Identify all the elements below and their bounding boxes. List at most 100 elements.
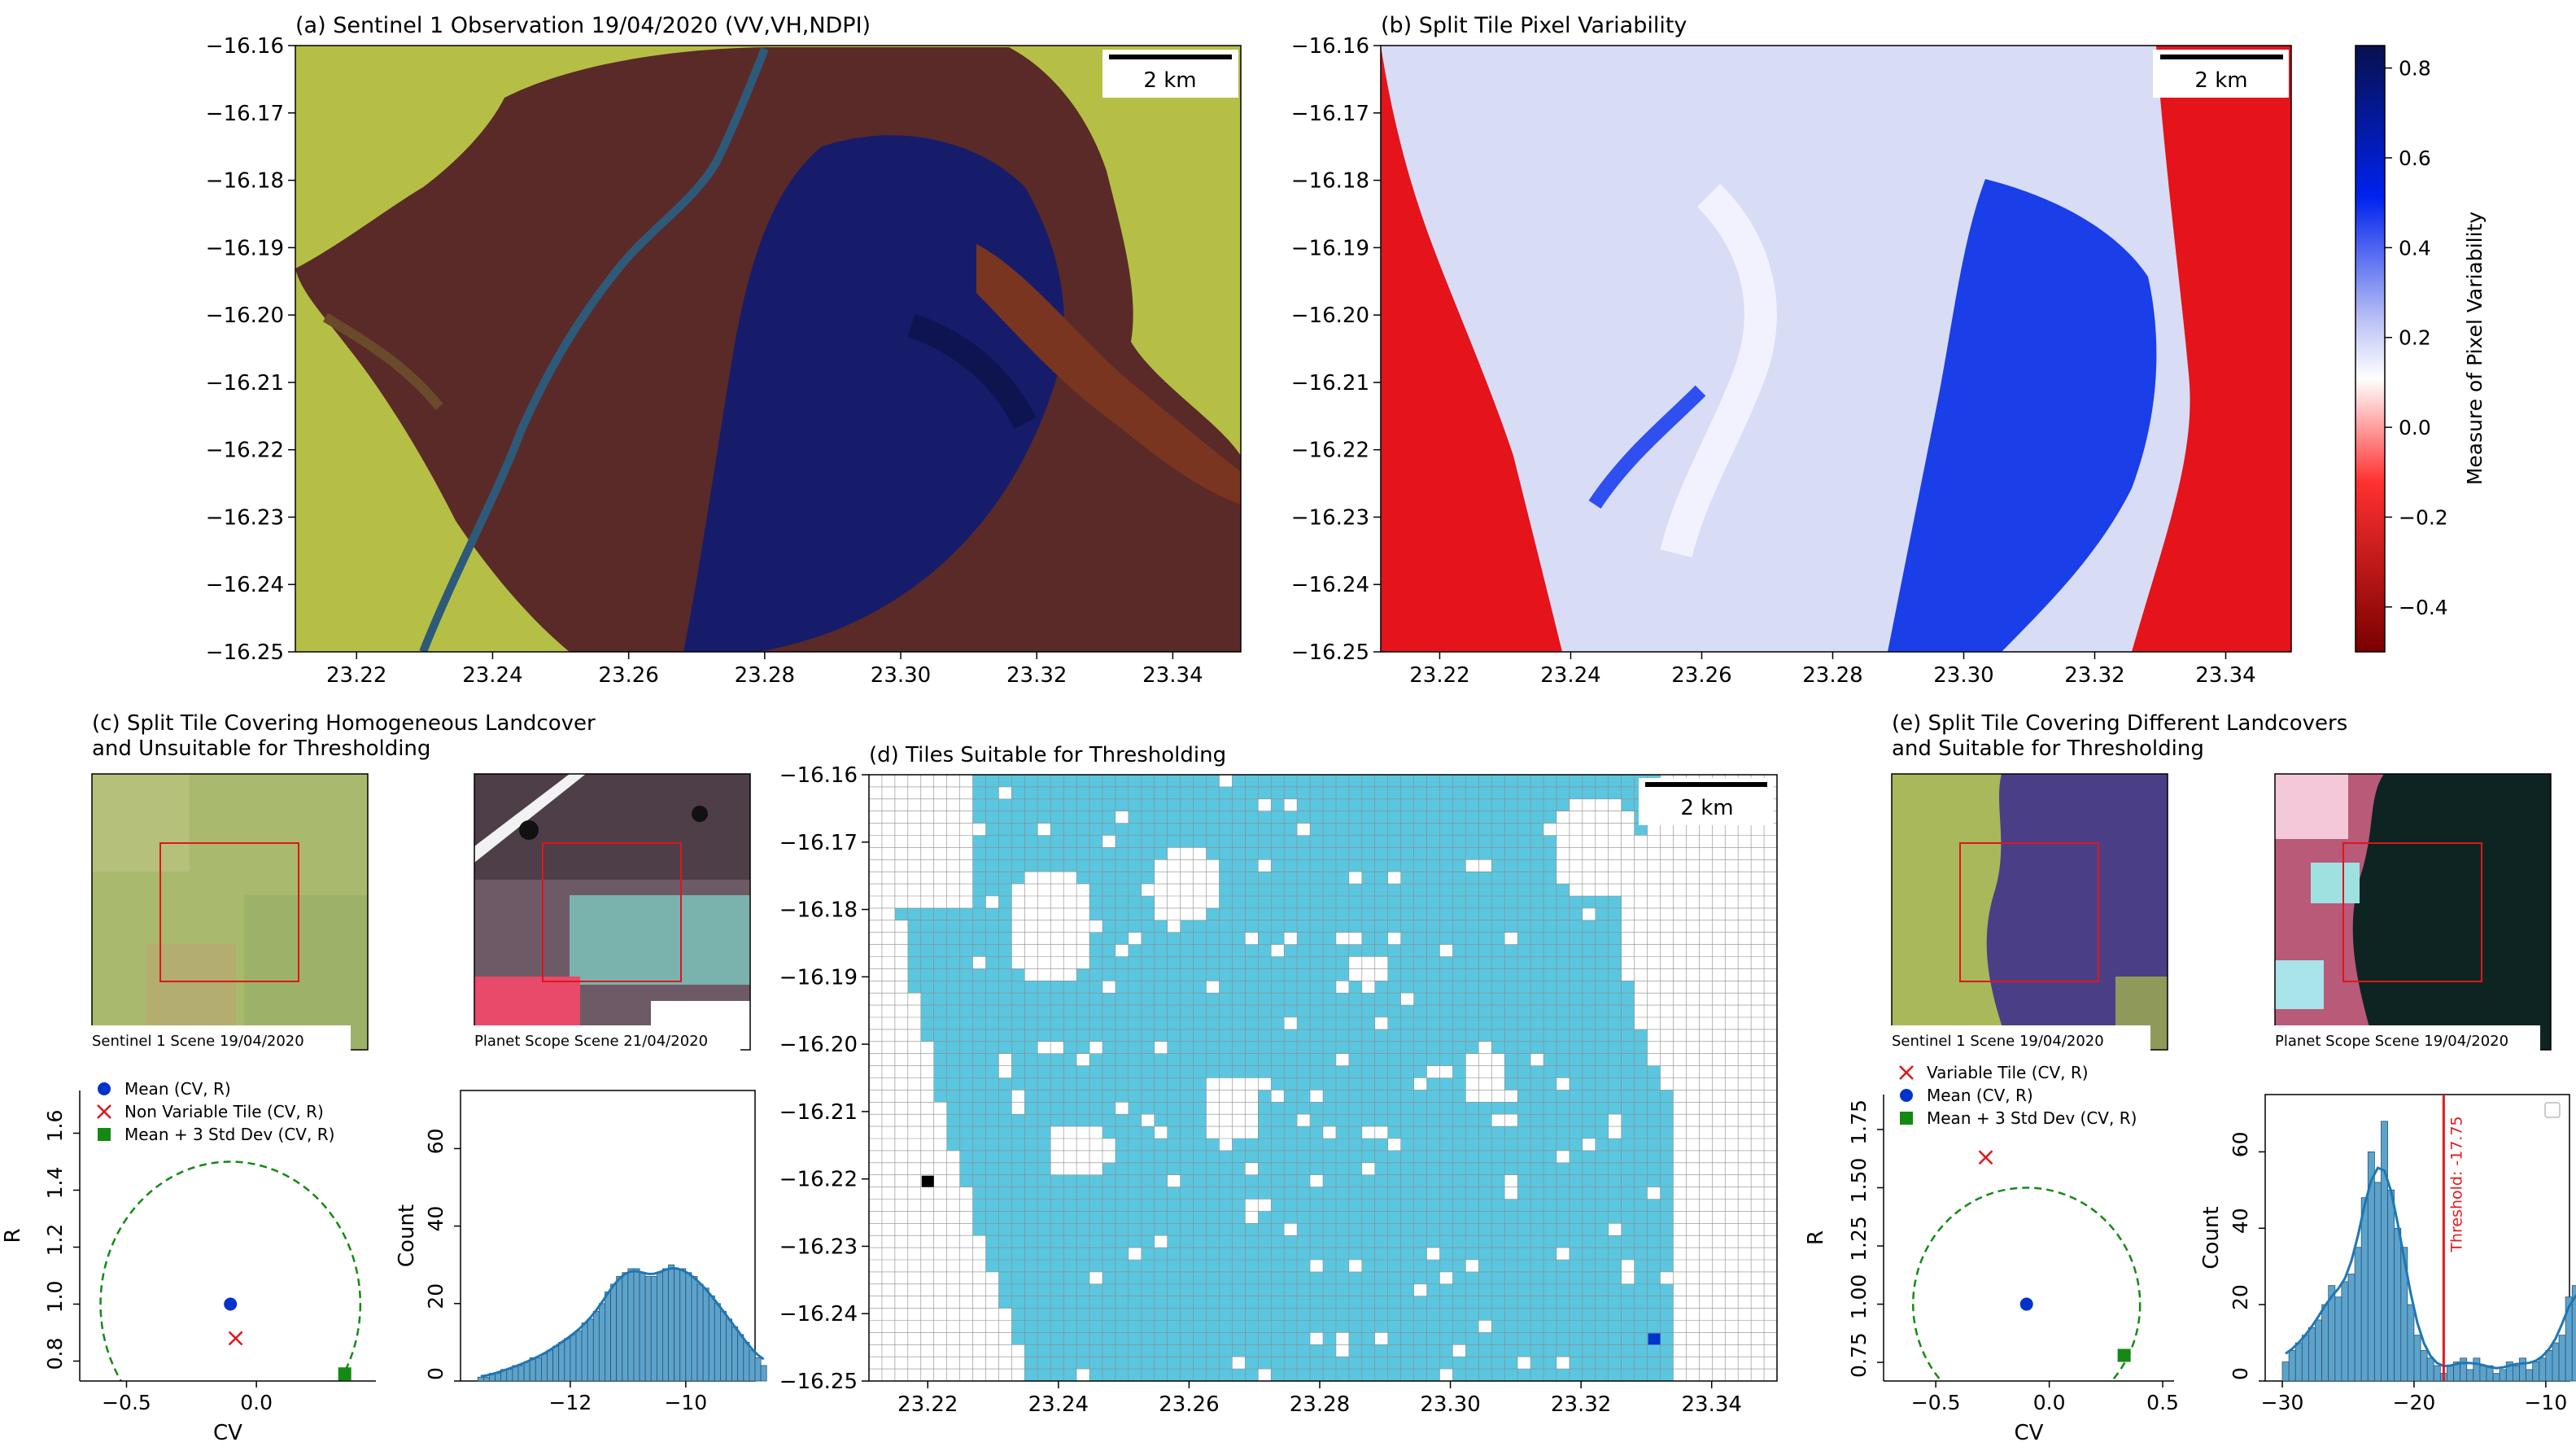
- marker-mean: [224, 1297, 238, 1311]
- colorbar: 0.8 0.6 0.4 0.2 0.0 −0.2 −0.4 Measure of Pixel…: [2355, 45, 2486, 653]
- hist-bar: [662, 1268, 669, 1382]
- hist-bar: [754, 1357, 762, 1382]
- hist-bar: [540, 1353, 548, 1382]
- hist-bar: [587, 1318, 594, 1382]
- hist-bar: [2413, 1335, 2421, 1382]
- hist-bar: [726, 1318, 733, 1382]
- x-tick-label: 23.30: [871, 663, 931, 688]
- hist-bar: [2558, 1335, 2566, 1382]
- hist-bar: [575, 1330, 583, 1382]
- panel-e-scatter: −0.5 0.0 0.5 0.75 1.00 1.25 1.50 1.75 CV R Variabl…: [1804, 1063, 2179, 1445]
- x-tick-label: 23.28: [1802, 663, 1862, 688]
- hist-bar: [656, 1272, 663, 1382]
- x-tick-label: 23.32: [2064, 663, 2124, 688]
- panel-e-sentinel-image: [1892, 774, 2168, 1050]
- hist-bar: [2321, 1304, 2329, 1382]
- panel-c: (c) Split Tile Covering Homogeneous Land…: [1, 711, 767, 1445]
- x-tick-label: 23.26: [1671, 663, 1731, 688]
- x-tick-label: 23.22: [326, 663, 386, 688]
- panel-a-frame: [295, 45, 1242, 653]
- hist-bar: [506, 1369, 513, 1382]
- x-tick-label: −30: [2261, 1391, 2304, 1414]
- hist-bar: [2532, 1361, 2540, 1382]
- y-tick-label: −16.21: [1291, 371, 1369, 396]
- hist-bar: [2539, 1357, 2547, 1382]
- hist-bar: [2571, 1285, 2576, 1382]
- marker-mean-3sd: [338, 1367, 351, 1381]
- hist-bar: [564, 1338, 571, 1382]
- hist-bar: [558, 1342, 565, 1382]
- y-tick-label: −16.19: [779, 965, 858, 990]
- y-tick-label: 0: [424, 1367, 448, 1380]
- y-tick-label: 1.25: [1847, 1216, 1871, 1261]
- hist-bar: [2360, 1197, 2369, 1382]
- x-tick-label: 23.24: [1028, 1392, 1089, 1417]
- panel-a-scalebar: 2 km: [1102, 50, 1238, 98]
- hist-bar: [731, 1326, 739, 1382]
- hist-bar: [2479, 1365, 2487, 1382]
- hist-bar: [622, 1272, 629, 1382]
- y-tick-label: −16.20: [206, 304, 284, 328]
- x-tick-label: 0.5: [2146, 1391, 2179, 1414]
- hist-bar: [2519, 1357, 2526, 1382]
- homogeneous-tile-marker: [921, 1175, 934, 1187]
- panel-e-histogram: −30 −20 −10 0 20 40 60 Count Threshold: -17.75: [2199, 1094, 2576, 1414]
- y-tick-label: −16.23: [1291, 505, 1369, 530]
- hist-bar: [2466, 1369, 2474, 1382]
- y-axis-label: Count: [395, 1204, 419, 1267]
- y-tick-label: −16.18: [206, 169, 284, 194]
- y-tick-label: 1.50: [1847, 1158, 1871, 1204]
- y-tick-label: −16.25: [1291, 640, 1369, 665]
- panel-c-title-line1: (c) Split Tile Covering Homogeneous Land…: [92, 711, 596, 736]
- x-tick-label: 23.30: [1420, 1392, 1480, 1417]
- legend-label: Variable Tile (CV, R): [1927, 1063, 2089, 1082]
- colorbar-ramp: [2355, 45, 2386, 653]
- hist-bar: [2420, 1350, 2428, 1382]
- hist-bar: [714, 1303, 721, 1382]
- hist-bar: [570, 1334, 577, 1382]
- panel-e-title-line1: (e) Split Tile Covering Different Landco…: [1892, 711, 2347, 736]
- hist-bar: [668, 1264, 675, 1382]
- panel-e-planet-image: [2275, 774, 2551, 1050]
- x-axis-label: CV: [213, 1421, 242, 1445]
- panel-a-title: (a) Sentinel 1 Observation 19/04/2020 (V…: [295, 13, 871, 38]
- y-axis-label: R: [1804, 1230, 1828, 1245]
- legend-label: Mean + 3 Std Dev (CV, R): [124, 1125, 334, 1144]
- y-axis-label: Count: [2199, 1206, 2224, 1269]
- y-tick-label: 1.2: [43, 1224, 67, 1257]
- x-tick-label: 23.26: [1159, 1392, 1219, 1417]
- hist-bar: [2308, 1326, 2316, 1382]
- panel-b-title: (b) Split Tile Pixel Variability: [1381, 13, 1687, 38]
- x-tick-label: 23.28: [735, 663, 795, 688]
- x-tick-label: −0.5: [102, 1391, 151, 1414]
- hist-bar: [2347, 1274, 2356, 1382]
- x-tick-label: 23.34: [1681, 1392, 1741, 1417]
- hist-bar: [547, 1349, 553, 1382]
- x-tick-label: 23.22: [1409, 663, 1469, 688]
- y-tick-label: 60: [2229, 1131, 2252, 1157]
- y-axis-label: R: [1, 1228, 25, 1243]
- hist-bar: [749, 1349, 756, 1382]
- y-tick-label: −16.25: [206, 640, 284, 665]
- colorbar-label: Measure of Pixel Variability: [2463, 212, 2486, 486]
- hist-bar: [708, 1295, 715, 1382]
- y-tick-label: −16.19: [1291, 236, 1369, 260]
- variable-tile-marker: [1648, 1333, 1661, 1345]
- hist-bar: [627, 1268, 635, 1382]
- panel-a-image: [295, 46, 1241, 652]
- y-tick-label: −16.22: [206, 439, 284, 463]
- y-tick-label: −16.18: [779, 898, 858, 923]
- panel-e-planet-caption: Planet Scope Scene 19/04/2020: [2275, 1033, 2508, 1050]
- threshold-label: Threshold: -17.75: [2447, 1116, 2465, 1252]
- panel-b: (b) Split Tile Pixel Variability 2 km 23…: [1291, 13, 2486, 688]
- y-tick-label: 1.6: [43, 1110, 67, 1143]
- x-tick-label: −0.5: [1911, 1391, 1961, 1414]
- y-tick-label: −16.17: [779, 831, 858, 855]
- marker-mean-3sd: [2117, 1348, 2131, 1362]
- y-tick-label: −16.23: [206, 505, 284, 530]
- y-tick-label: −16.22: [779, 1168, 858, 1192]
- x-tick-label: −10: [2524, 1391, 2567, 1414]
- panel-b-frame: [1380, 45, 2292, 653]
- panel-c-planet-roi: [542, 842, 682, 982]
- hist-bar: [685, 1272, 692, 1382]
